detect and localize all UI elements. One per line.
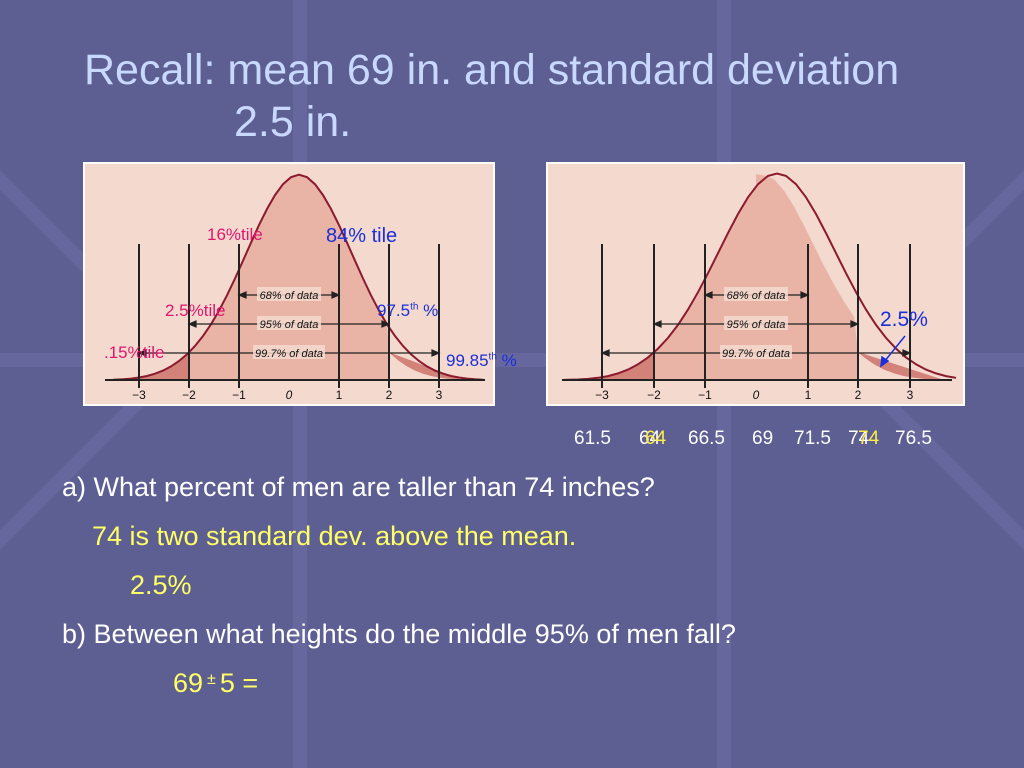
- left-tick-label: 3: [436, 388, 443, 402]
- height-64-highlight: 64: [645, 428, 667, 449]
- height-64: 64: [639, 428, 661, 449]
- right-tail-right: [858, 352, 944, 380]
- left-curve: [112, 173, 484, 381]
- height-74: 74: [848, 428, 870, 449]
- left-tail-right: [389, 352, 463, 380]
- right-curve: [563, 172, 957, 381]
- label-16th-percentile: 16%tile: [207, 225, 263, 244]
- height-61-5: 61.5: [574, 428, 611, 449]
- answer-b-mean: 69: [173, 668, 204, 698]
- label-99-85-number: 99.85: [446, 351, 489, 370]
- slide-title: Recall: mean 69 in. and standard deviati…: [84, 44, 984, 148]
- right-normal-curve-panel: 68% of data 95% of data 99.7% of data −3…: [546, 162, 965, 406]
- plus-minus-sign: ±: [207, 671, 216, 688]
- label-97-5-percentile: 97.5th %: [377, 301, 438, 321]
- right-tick-label: 3: [907, 388, 914, 402]
- left-band-95: 95% of data: [260, 319, 319, 331]
- title-line-1: Recall: mean 69 in. and standard deviati…: [84, 46, 900, 94]
- right-tick-label: −1: [698, 388, 712, 402]
- right-band-68: 68% of data: [727, 290, 786, 302]
- label-99-85-suffix: th: [488, 351, 497, 363]
- answer-a-line-2: 2.5%: [130, 570, 192, 600]
- left-tail-left: [115, 352, 189, 380]
- title-line-2: 2.5 in.: [234, 98, 352, 146]
- right-band-95: 95% of data: [727, 319, 786, 331]
- height-71-5: 71.5: [794, 428, 831, 449]
- label-99-85-percentile: 99.85th %: [446, 351, 517, 371]
- height-69: 69: [752, 428, 774, 449]
- right-tick-label: 2: [855, 388, 862, 402]
- right-band-99-7: 99.7% of data: [722, 348, 790, 360]
- left-normal-curve: 68% of data 95% of data 99.7% of data −3…: [105, 173, 485, 402]
- height-74-highlight: 74: [858, 428, 880, 449]
- right-tick-label: 1: [805, 388, 812, 402]
- left-band-68: 68% of data: [260, 290, 319, 302]
- answer-b: 69 ±5 =: [173, 668, 258, 699]
- left-tick-label: −1: [232, 388, 246, 402]
- label-84th-percentile: 84% tile: [326, 225, 398, 247]
- left-tick-label: 2: [386, 388, 393, 402]
- label-97-5-suffix: th: [410, 301, 419, 313]
- left-tick-label: 0: [286, 388, 293, 402]
- label-97-5-number: 97.5: [377, 301, 411, 320]
- right-tick-label: −2: [647, 388, 661, 402]
- height-76-5: 76.5: [895, 428, 932, 449]
- question-a: a) What percent of men are taller than 7…: [62, 472, 655, 502]
- right-normal-curve: 68% of data 95% of data 99.7% of data −3…: [562, 172, 957, 402]
- label-97-5-percent: %: [423, 301, 439, 320]
- left-normal-curve-panel: 68% of data 95% of data 99.7% of data −3…: [83, 162, 495, 406]
- left-tick-label: 1: [336, 388, 343, 402]
- right-tail-left: [568, 352, 654, 380]
- height-66-5: 66.5: [688, 428, 725, 449]
- label-99-85-percent: %: [501, 351, 517, 370]
- right-tick-label: 0: [753, 388, 760, 402]
- label-right-tail-2-5: 2.5%: [880, 308, 928, 331]
- left-band-99-7: 99.7% of data: [255, 348, 323, 360]
- question-b: b) Between what heights do the middle 95…: [62, 619, 736, 649]
- left-tick-label: −2: [182, 388, 196, 402]
- label-0-15-percentile: .15%tile: [104, 343, 165, 362]
- right-tick-label: −3: [595, 388, 609, 402]
- tail-pointer-arrow: [880, 335, 906, 368]
- answer-b-value: 5 =: [219, 668, 259, 698]
- left-tick-label: −3: [132, 388, 146, 402]
- label-2-5-percentile: 2.5%tile: [165, 301, 226, 320]
- answer-a-line-1: 74 is two standard dev. above the mean.: [92, 521, 577, 551]
